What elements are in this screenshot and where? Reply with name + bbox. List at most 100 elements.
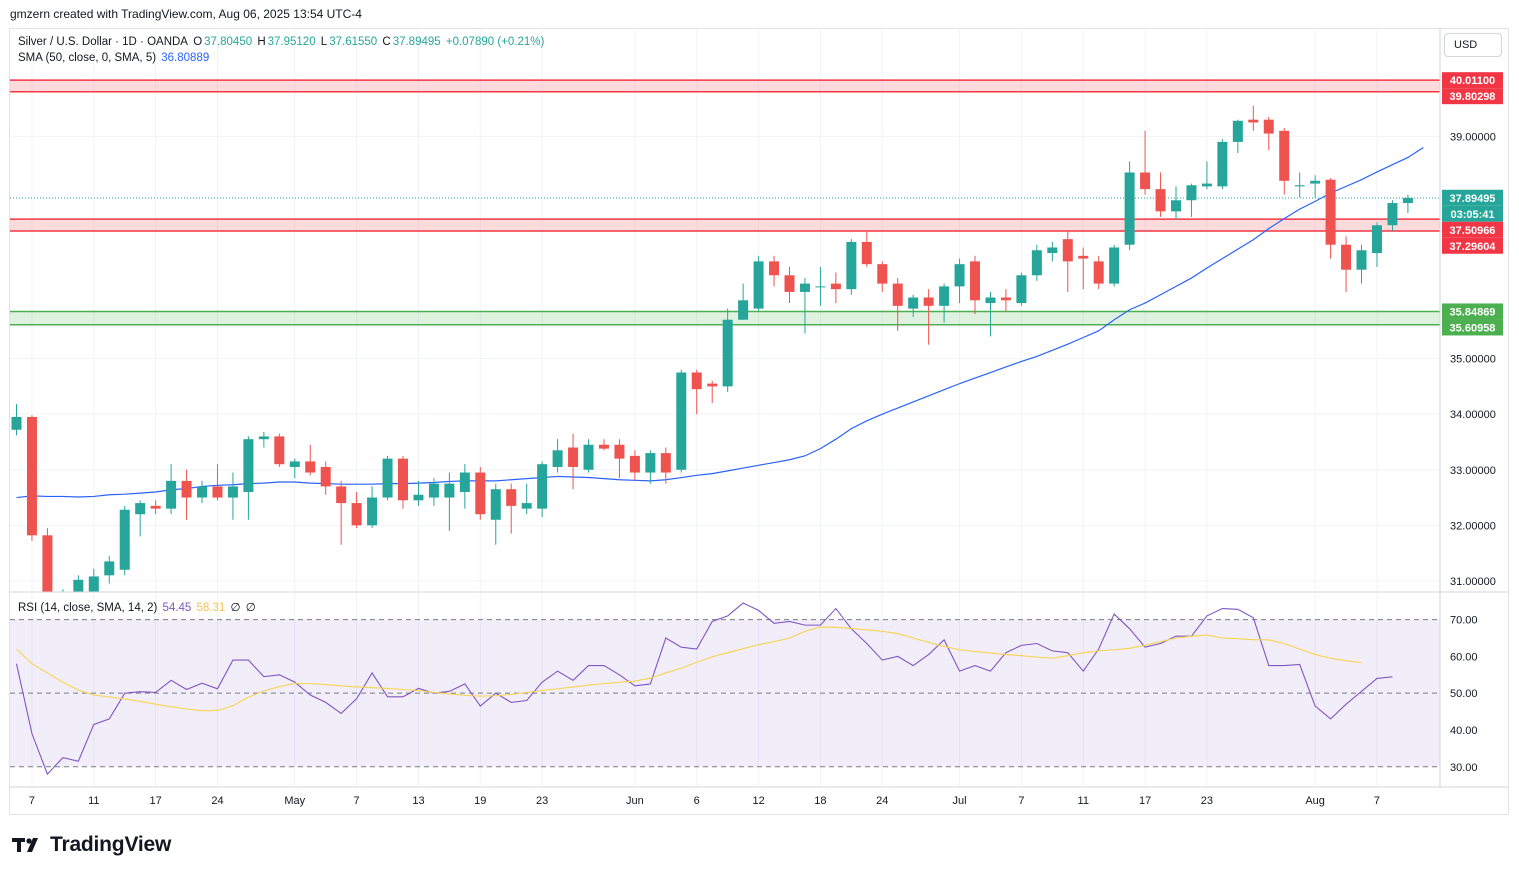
- candle-body: [197, 486, 208, 498]
- candle-body: [26, 416, 37, 536]
- candle-body: [676, 372, 687, 470]
- rsi-tick-label: 50.00: [1450, 688, 1478, 700]
- candle-body: [490, 489, 501, 520]
- candle-body: [1109, 247, 1120, 284]
- candle-body: [846, 241, 857, 290]
- candle-body: [1341, 244, 1352, 270]
- high-value: 37.95120: [267, 36, 316, 48]
- time-tick-label: 18: [814, 795, 826, 807]
- candle-body: [521, 503, 532, 509]
- candle-body: [830, 283, 841, 290]
- candle-body: [367, 497, 378, 526]
- candle-body: [583, 444, 594, 470]
- rsi-value: 54.45: [162, 602, 192, 614]
- time-tick-label: 23: [536, 795, 548, 807]
- rsi-ma-line: [16, 626, 1362, 712]
- rsi-extra-value-2: ∅: [245, 602, 256, 614]
- time-tick-label: 6: [694, 795, 700, 807]
- candle-body: [954, 264, 965, 287]
- candle-body: [336, 486, 347, 504]
- currency-button[interactable]: USD: [1444, 33, 1502, 57]
- brand-logo[interactable]: TradingView: [12, 832, 171, 858]
- candle-body: [135, 503, 146, 515]
- candle-body: [1186, 185, 1197, 201]
- candle-body: [722, 319, 733, 387]
- open-value: 37.80450: [204, 36, 253, 48]
- sma-label: SMA (50, close, 0, SMA, 5): [18, 52, 157, 64]
- rsi-legend[interactable]: RSI (14, close, SMA, 14, 2) 54.45 58.31 …: [18, 600, 258, 614]
- candle-body: [104, 561, 115, 576]
- candle-body: [1325, 179, 1336, 245]
- candle-body: [1263, 119, 1274, 134]
- main-legend: Silver / U.S. Dollar · 1D · OANDA O 37.80…: [18, 36, 546, 48]
- close-value: 37.89495: [392, 36, 441, 48]
- candle-body: [227, 486, 238, 498]
- time-tick-label: Aug: [1305, 795, 1325, 807]
- price-label-text: 39.80298: [1450, 91, 1496, 103]
- time-tick-label: 13: [412, 795, 424, 807]
- rsi-tick-label: 60.00: [1450, 651, 1478, 663]
- rsi-label: RSI (14, close, SMA, 14, 2): [18, 602, 158, 614]
- rsi-line: [15, 602, 1393, 776]
- price-label-text: 37.29604: [1450, 241, 1497, 253]
- candle-body: [212, 486, 223, 498]
- candle-body: [1078, 255, 1089, 259]
- candle-body: [274, 436, 285, 465]
- candle-body: [908, 297, 919, 309]
- price-label-badge: [1442, 303, 1503, 320]
- price-label-text: 03:05:41: [1450, 209, 1494, 221]
- candle-body: [150, 505, 161, 509]
- price-label-text: 35.84869: [1450, 306, 1496, 318]
- symbol-label[interactable]: Silver / U.S. Dollar · 1D · OANDA: [18, 36, 188, 48]
- time-tick-label: 19: [474, 795, 486, 807]
- candle-body: [243, 439, 254, 492]
- candle-body: [877, 264, 888, 284]
- candle-body: [1124, 172, 1135, 245]
- candle-body: [660, 453, 671, 473]
- price-tick-label: 39.00000: [1450, 131, 1496, 143]
- candle-body: [320, 466, 331, 487]
- candle-body: [166, 480, 177, 509]
- candle-body: [614, 444, 625, 459]
- open-label: O: [193, 36, 203, 48]
- candle-body: [1310, 180, 1321, 184]
- time-tick-label: 7: [29, 795, 35, 807]
- candle-body: [1047, 247, 1058, 254]
- rsi-tick-label: 40.00: [1450, 725, 1478, 737]
- price-label-badge: [1442, 221, 1503, 238]
- rsi-tick-label: 30.00: [1450, 762, 1478, 774]
- price-label-text: 40.01100: [1450, 75, 1495, 87]
- candle-body: [815, 286, 826, 288]
- candle-body: [598, 444, 609, 449]
- candle-body: [1232, 120, 1243, 142]
- resistance-zone-lower: [10, 219, 1440, 232]
- candle-body: [181, 480, 192, 498]
- candles: [11, 105, 1413, 592]
- candle-body: [1217, 141, 1228, 187]
- candle-body: [1140, 172, 1151, 190]
- price-label-badge: [1442, 237, 1503, 254]
- rsi-extra-value: ∅: [230, 602, 241, 614]
- candle-body: [1248, 119, 1259, 123]
- time-tick-label: 7: [1374, 795, 1380, 807]
- candle-body: [1031, 250, 1042, 276]
- candle-body: [537, 464, 548, 509]
- sma-legend[interactable]: SMA (50, close, 0, SMA, 5) 36.80889: [18, 52, 211, 64]
- candle-body: [413, 494, 424, 501]
- candle-body: [398, 458, 408, 501]
- zones: [10, 79, 1440, 326]
- candle-body: [1279, 130, 1290, 181]
- price-label-badge: [1442, 205, 1503, 222]
- rsi-ma-value: 58.31: [196, 602, 226, 614]
- price-tick-label: 34.00000: [1450, 409, 1496, 421]
- candle-body: [1387, 203, 1398, 226]
- price-label-text: 35.60958: [1450, 322, 1496, 334]
- axes: 31.00000 32.00000 33.00000 34.00000 35.00000…: [10, 28, 1508, 807]
- candle-body: [1016, 275, 1027, 304]
- time-tick-label: 7: [354, 795, 360, 807]
- candle-body: [799, 283, 810, 292]
- candle-body: [985, 297, 996, 304]
- candle-body: [351, 503, 362, 526]
- candle-body: [428, 483, 439, 498]
